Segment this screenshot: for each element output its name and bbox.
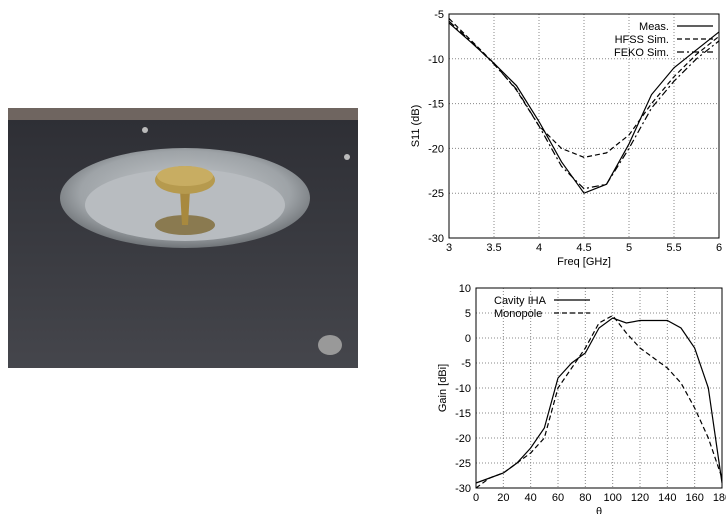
legend-label: Cavity IHA (494, 295, 547, 307)
x-axis-label: Freq [GHz] (557, 256, 611, 268)
x-axis-label: θ (596, 506, 602, 514)
x-tick-label: 4.5 (576, 242, 591, 254)
series-line (475, 314, 723, 489)
y-tick-label: -5 (461, 358, 471, 370)
x-tick-label: 3 (446, 242, 452, 254)
y-tick-label: -30 (455, 483, 471, 495)
x-tick-label: 20 (497, 492, 509, 504)
y-tick-label: -25 (428, 188, 444, 200)
y-tick-label: -20 (428, 143, 444, 155)
y-tick-label: -5 (434, 9, 444, 21)
x-tick-label: 80 (579, 492, 591, 504)
x-tick-label: 180 (713, 492, 726, 504)
x-tick-label: 6 (716, 242, 722, 254)
x-tick-label: 60 (552, 492, 564, 504)
plot-frame (475, 287, 723, 489)
y-tick-label: -10 (455, 383, 471, 395)
x-tick-label: 5 (626, 242, 632, 254)
y-tick-label: -15 (428, 99, 444, 111)
y-tick-label: 0 (465, 333, 471, 345)
x-tick-label: 3.5 (486, 242, 501, 254)
legend-label: HFSS Sim. (615, 34, 669, 46)
series-line (448, 20, 720, 190)
y-tick-label: -25 (455, 458, 471, 470)
series-line (475, 317, 723, 484)
legend-label: FEKO Sim. (614, 47, 669, 59)
x-tick-label: 160 (685, 492, 703, 504)
y-tick-label: 5 (465, 308, 471, 320)
legend-label: Monopole (494, 308, 542, 320)
y-tick-label: -15 (455, 408, 471, 420)
y-tick-label: 10 (459, 283, 471, 295)
x-tick-label: 40 (525, 492, 537, 504)
legend-label: Meas. (639, 21, 669, 33)
x-tick-label: 5.5 (666, 242, 681, 254)
y-tick-label: -30 (428, 233, 444, 245)
plot-frame (448, 13, 720, 239)
y-axis-label: S11 (dB) (410, 105, 422, 148)
y-tick-label: -20 (455, 433, 471, 445)
x-tick-label: 140 (658, 492, 676, 504)
series-line (448, 18, 720, 158)
x-tick-label: 4 (536, 242, 542, 254)
photo (8, 108, 358, 368)
y-axis-label: Gain [dBi] (437, 364, 449, 412)
x-tick-label: 0 (473, 492, 479, 504)
series-line (448, 22, 720, 194)
x-tick-label: 100 (603, 492, 621, 504)
x-tick-label: 120 (631, 492, 649, 504)
y-tick-label: -10 (428, 54, 444, 66)
